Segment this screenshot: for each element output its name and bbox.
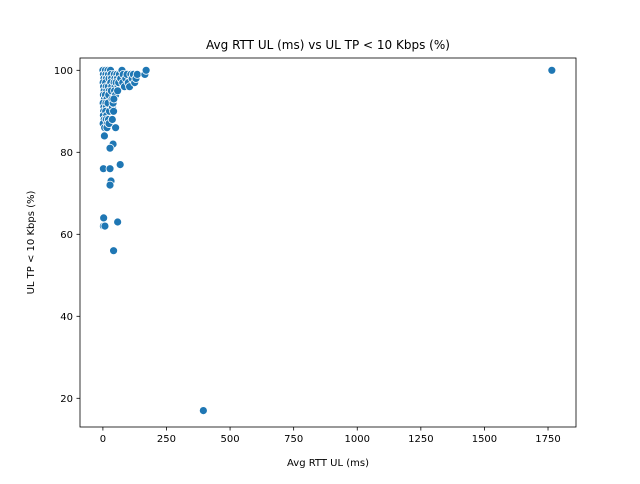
data-point	[132, 70, 142, 79]
x-tick-label: 1750	[535, 434, 560, 445]
data-point	[105, 164, 115, 174]
x-axis-label: Avg RTT UL (ms)	[287, 458, 369, 469]
x-tick-label: 1000	[345, 434, 370, 445]
x-tick-label: 1250	[408, 434, 433, 445]
data-points-layer	[98, 65, 557, 416]
y-tick-label: 80	[60, 148, 73, 159]
data-point	[107, 115, 117, 124]
data-point	[141, 65, 151, 75]
y-tick-label: 40	[60, 312, 73, 323]
x-tick-label: 250	[157, 434, 176, 445]
y-axis-label: UL TP < 10 Kbps (%)	[26, 191, 37, 295]
y-axis-ticks: 20 40 60 80 100	[54, 66, 80, 405]
y-tick-label: 20	[60, 394, 73, 405]
y-tick-label: 60	[60, 230, 73, 241]
data-point	[547, 65, 557, 75]
x-tick-label: 1500	[472, 434, 497, 445]
x-tick-label: 0	[100, 434, 106, 445]
data-point	[100, 221, 110, 231]
data-point	[113, 217, 123, 227]
data-point	[100, 131, 109, 141]
data-point	[105, 143, 115, 153]
data-point	[105, 180, 115, 190]
x-axis-ticks: 0 250 500 750 1000 1250 1500 1750	[100, 427, 561, 445]
y-tick-label: 100	[54, 66, 73, 77]
x-tick-label: 500	[221, 434, 240, 445]
data-point	[99, 213, 109, 223]
data-point	[109, 94, 119, 104]
data-point	[115, 160, 125, 170]
data-point	[109, 246, 118, 256]
x-tick-label: 750	[284, 434, 303, 445]
plot-frame	[79, 57, 577, 428]
data-point	[109, 106, 118, 116]
chart-title: Avg RTT UL (ms) vs UL TP < 10 Kbps (%)	[206, 38, 450, 52]
data-point	[198, 406, 208, 416]
data-point	[111, 123, 121, 133]
